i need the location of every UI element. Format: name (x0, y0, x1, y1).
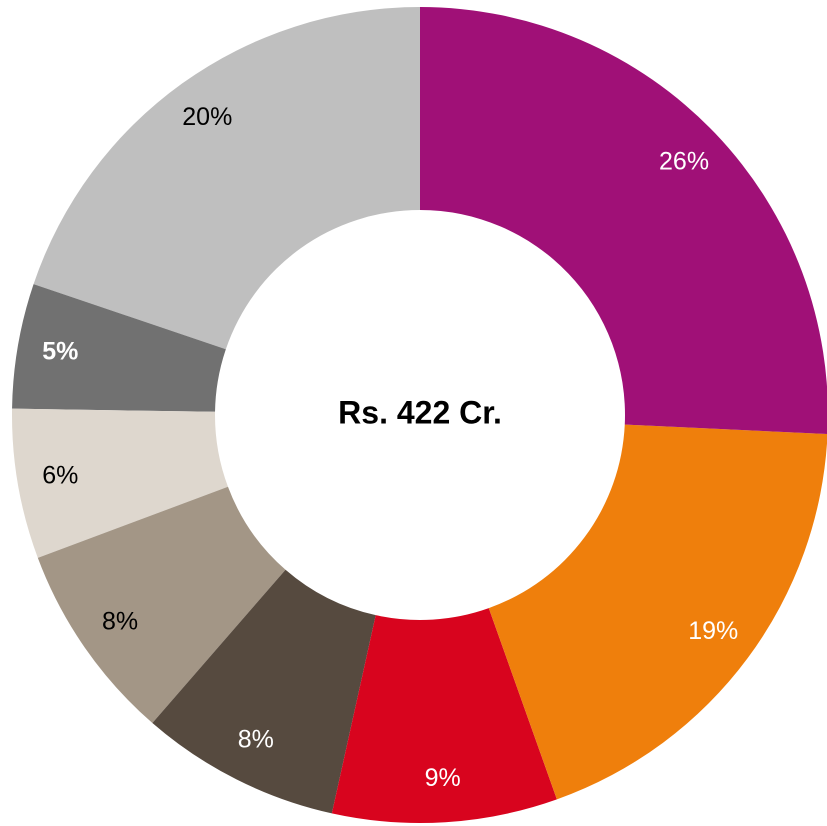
donut-slice (488, 424, 827, 800)
donut-slice (420, 7, 827, 435)
data-label: 5% (42, 337, 78, 365)
donut-slice (152, 569, 376, 814)
donut-slice (12, 284, 226, 412)
data-label: 8% (238, 726, 274, 754)
donut-slice (331, 608, 557, 824)
data-label: 26% (659, 148, 709, 176)
donut-slice (33, 7, 421, 350)
data-label: 9% (425, 764, 461, 792)
data-label: 19% (688, 617, 738, 645)
data-label: 20% (182, 103, 232, 131)
center-label: Rs. 422 Cr. (338, 394, 502, 430)
donut-slice (11, 408, 228, 558)
data-label: 8% (102, 608, 138, 636)
data-label: 6% (42, 462, 78, 490)
donut-slice (37, 486, 286, 723)
